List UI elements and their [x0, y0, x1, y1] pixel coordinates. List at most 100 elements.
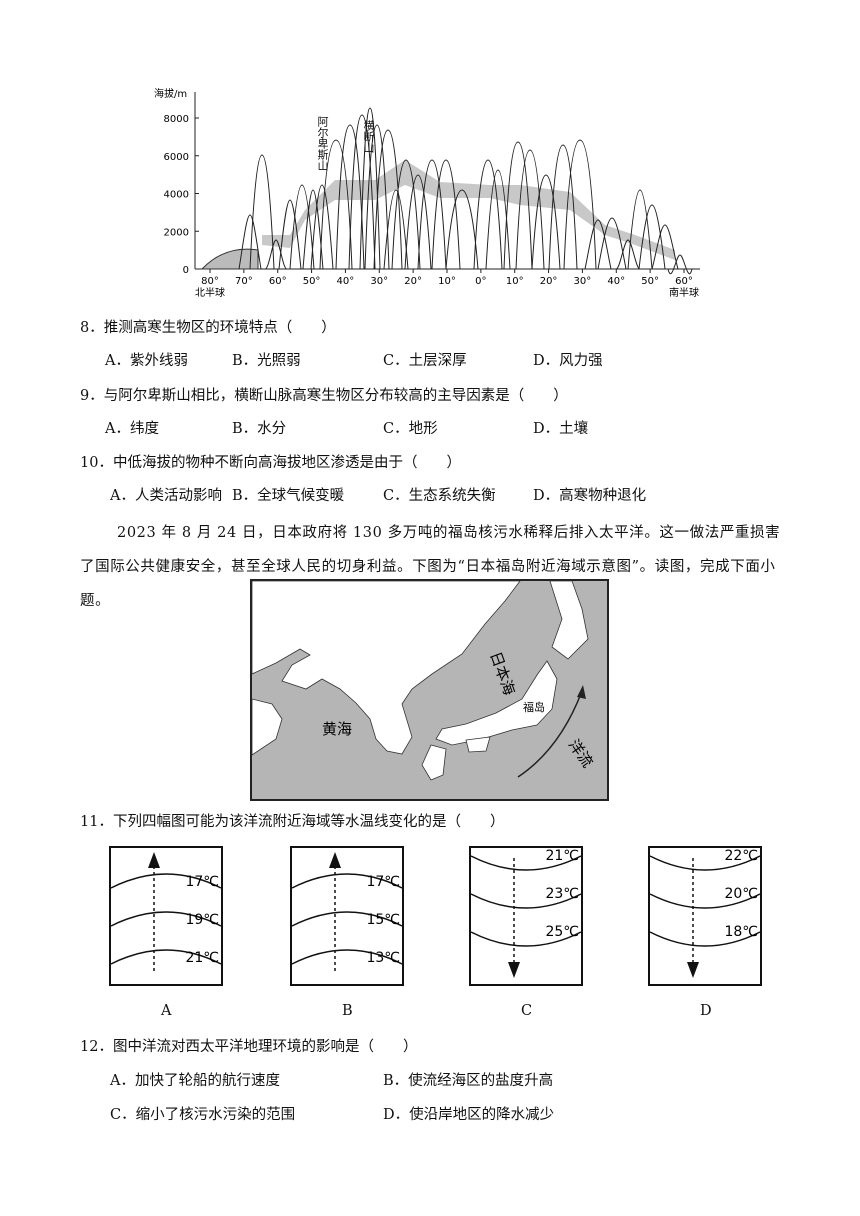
x-tick-label: 50°: [641, 276, 659, 287]
isotherm: [110, 949, 222, 965]
panel-label: D: [700, 1003, 712, 1019]
x-tick-label: 70°: [235, 276, 253, 287]
isotherm-panel: 21℃ 23℃ 25℃: [469, 846, 583, 986]
isotherm: [291, 949, 403, 965]
peak: [319, 139, 353, 270]
peak: [417, 159, 447, 270]
peak: [473, 159, 503, 270]
temperature-label: 17℃: [185, 874, 219, 890]
current-arrow: [517, 690, 583, 778]
x-tick-label: 60°: [269, 276, 287, 287]
panel-frame: [469, 846, 583, 986]
panel-label: C: [521, 1003, 533, 1019]
option: C．土层深厚: [383, 353, 467, 369]
temperature-label: 13℃: [366, 950, 400, 966]
peak: [348, 114, 376, 270]
option: C．缩小了核污水污染的范围: [110, 1106, 296, 1123]
isotherm: [470, 931, 582, 947]
map-label: 福岛: [523, 700, 545, 714]
isotherm: [470, 855, 582, 871]
peak: [264, 239, 288, 270]
peak: [503, 141, 533, 270]
peak: [597, 217, 627, 270]
isotherm: [649, 855, 761, 871]
option: A．紫外线弱: [105, 353, 188, 369]
peak: [667, 254, 693, 275]
x-tick-label: 30°: [574, 276, 592, 287]
isotherm-panel: 22℃ 20℃ 18℃: [648, 846, 762, 986]
hemisphere-label: 南半球: [669, 286, 699, 299]
peak: [531, 174, 561, 270]
alpine-band: [262, 160, 675, 260]
flow-arrow: [508, 962, 520, 978]
y-tick-label: 8000: [164, 114, 189, 125]
x-tick-label: 30°: [370, 276, 388, 287]
x-tick-label: 50°: [303, 276, 321, 287]
x-tick-label: 0°: [475, 276, 486, 287]
y-tick-label: 4000: [164, 190, 189, 201]
option: A．人类活动影响: [110, 488, 222, 504]
option: B．光照弱: [232, 353, 301, 369]
peak: [548, 144, 578, 270]
peak: [359, 107, 381, 270]
x-tick-label: 40°: [607, 276, 625, 287]
option: D．风力强: [533, 353, 603, 369]
temperature-label: 18℃: [724, 924, 758, 940]
temperature-label: 20℃: [724, 886, 758, 902]
hemisphere-label: 北半球: [195, 286, 225, 299]
x-tick-label: 40°: [337, 276, 355, 287]
peak: [302, 189, 324, 270]
temperature-label: 21℃: [185, 950, 219, 966]
peak: [627, 189, 653, 270]
y-axis-label: 海拔/m: [154, 87, 187, 100]
temperature-label: 23℃: [545, 886, 579, 902]
isotherm-panel: 17℃ 15℃ 13℃: [290, 846, 404, 986]
panel-label: A: [161, 1003, 172, 1019]
peak: [364, 124, 390, 270]
panel-frame: [648, 846, 762, 986]
y-tick-label: 6000: [164, 152, 189, 163]
question-stem: 11．下列四幅图可能为该洋流附近海域等水温线变化的是（ ）: [80, 814, 505, 830]
option: D．土壤: [533, 420, 589, 437]
panel-frame: [109, 846, 223, 986]
map-label: 黄海: [322, 720, 352, 738]
peak: [310, 184, 334, 270]
option: A．加快了轮船的航行速度: [110, 1073, 280, 1089]
peak: [584, 219, 612, 270]
question-stem: 12．图中洋流对西太平洋地理环境的影响是（ ）: [80, 1039, 418, 1055]
dome: [200, 248, 259, 270]
temperature-label: 21℃: [545, 848, 579, 864]
isotherm: [649, 893, 761, 909]
isotherm: [291, 911, 403, 927]
panel-label: B: [342, 1003, 353, 1019]
x-tick-label: 10°: [438, 276, 456, 287]
x-tick-label: 10°: [506, 276, 524, 287]
map: 日本海 黄海 福岛 洋流: [250, 579, 609, 801]
question-stem: 10．中低海拔的物种不断向高海拔地区渗透是由于（ ）: [80, 455, 461, 471]
x-tick-label: 20°: [404, 276, 422, 287]
mountain-label: 横断山: [362, 120, 375, 153]
peak: [238, 214, 262, 270]
peak: [383, 189, 409, 270]
peak: [445, 189, 479, 270]
peak: [335, 124, 365, 270]
peak: [431, 159, 461, 270]
isotherm: [110, 873, 222, 889]
option: D．使沿岸地区的降水减少: [383, 1106, 555, 1123]
isotherm: [470, 893, 582, 909]
option: C．地形: [383, 420, 438, 437]
option: A．纬度: [105, 420, 159, 437]
peak: [289, 184, 315, 270]
peak: [515, 149, 545, 270]
elevation-figure: 海拔/m 0 2000 4000 6000 8000 80° 70° 60° 50° 40° 30° 2…: [154, 87, 700, 299]
y-tick-label: 2000: [164, 227, 189, 238]
peak: [278, 199, 302, 270]
option: D．高寒物种退化: [533, 488, 647, 504]
option: B．全球气候变暖: [232, 488, 345, 504]
temperature-label: 25℃: [545, 924, 579, 940]
temperature-label: 17℃: [366, 874, 400, 890]
x-tick-label: 20°: [540, 276, 558, 287]
isotherm: [291, 873, 403, 889]
peak: [563, 139, 597, 270]
